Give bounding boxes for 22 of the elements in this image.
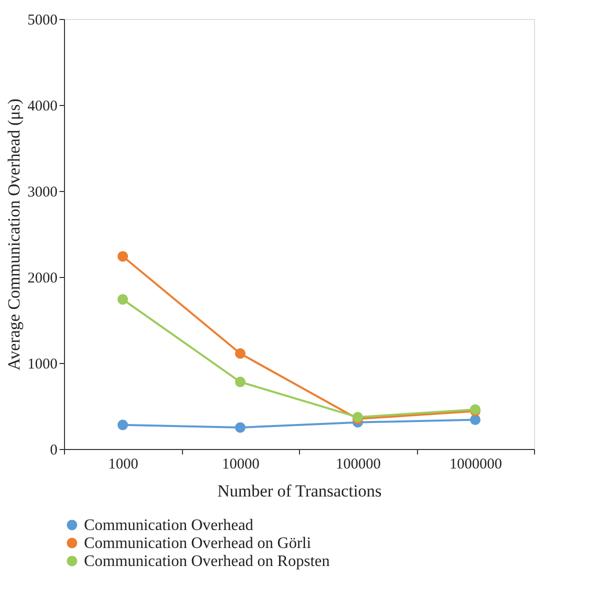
y-axis-title: Average Communication Overhead (μs) [4, 98, 24, 370]
x-axis-title: Number of Transactions [217, 482, 382, 500]
point [235, 376, 246, 388]
legend-label: Communication Overhead on Ropsten [84, 553, 330, 570]
point [118, 251, 128, 262]
x-tick-label: 1000000 [450, 456, 502, 472]
y-tick-label: 1000 [28, 356, 58, 372]
x-tick-label: 10000 [222, 456, 260, 472]
legend-label: Communication Overhead on Görli [84, 535, 312, 552]
point [235, 348, 246, 359]
y-tick-label: 3000 [28, 184, 58, 200]
y-tick-label: 5000 [28, 12, 58, 28]
legend-label: Communication Overhead [84, 517, 254, 534]
point [235, 422, 246, 433]
y-tick-label: 4000 [28, 98, 58, 114]
point [118, 294, 128, 305]
point [470, 414, 480, 425]
y-tick-label: 2000 [28, 270, 58, 286]
point [118, 420, 128, 430]
x-tick-label: 100000 [336, 456, 381, 472]
x-tick-label: 1000 [108, 456, 138, 472]
y-tick-label: 0 [50, 442, 58, 458]
